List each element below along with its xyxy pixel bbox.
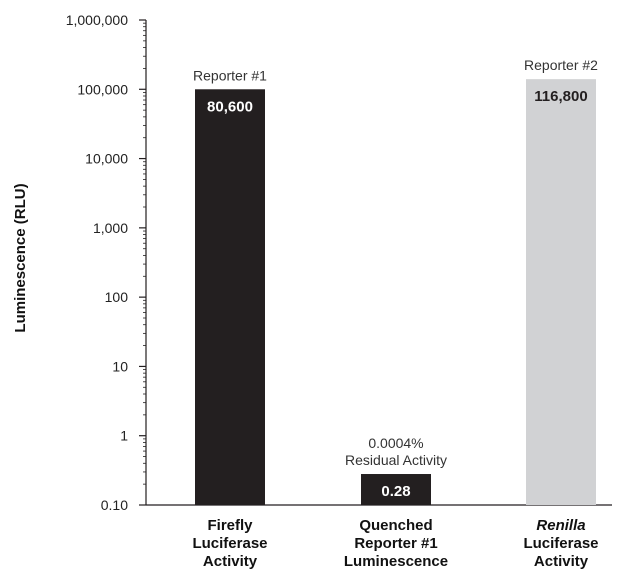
x-category-label: Luminescence [344,553,448,570]
x-category-label: Activity [203,553,258,570]
axes: 0.10 1 10 100 1,000 10,000 100,000 1,000,000 [66,12,612,513]
bar [195,89,265,506]
y-tick-label: 1,000,000 [66,12,128,28]
bar-annotation: 0.0004% [368,435,423,451]
bar [361,474,431,505]
x-category-label: Renilla [536,517,585,534]
bar-annotation: Reporter #2 [524,57,598,73]
y-tick-label: 10,000 [85,151,128,167]
bar-value-label: 116,800 [534,88,587,105]
y-tick-label: 1 [120,428,128,444]
y-tick-label: 10 [112,358,128,374]
y-tick-label: 100 [105,289,129,305]
bars [195,79,596,506]
y-tick-label: 100,000 [77,81,128,97]
x-category-label: Luciferase [192,535,267,552]
bar-annotation: Reporter #1 [193,67,267,83]
x-category-label: Activity [534,553,589,570]
x-category-label: Luciferase [523,535,598,552]
y-axis-title: Luminescence (RLU) [12,183,29,332]
y-tick-label: 1,000 [93,220,128,236]
bar [526,79,596,505]
bar-value-label: 0.28 [381,483,410,500]
x-category-label: Quenched [359,517,432,534]
x-category-label: Firefly [207,517,253,534]
x-category-label: Reporter #1 [354,535,437,552]
y-tick-label: 0.10 [101,497,128,513]
bar-value-label: 80,600 [207,98,253,115]
bar-annotation: Residual Activity [345,452,447,468]
